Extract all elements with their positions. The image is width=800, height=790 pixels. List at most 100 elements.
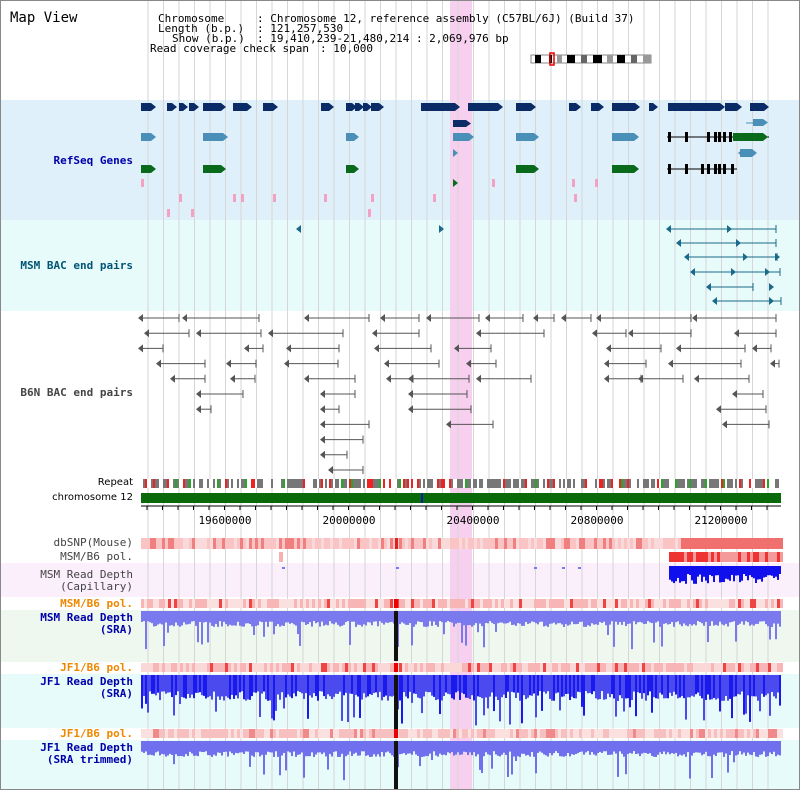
pol-mark — [450, 729, 453, 738]
depth-bar — [369, 611, 371, 623]
pol-mark — [594, 663, 597, 672]
snp-density-mark — [603, 538, 606, 549]
pol-mark — [633, 663, 636, 672]
snp-density-mark — [276, 538, 279, 549]
repeat-mark — [425, 479, 427, 488]
depth-bar — [561, 611, 563, 625]
dbsnp-track-label[interactable]: dbSNP(Mouse) — [53, 536, 133, 549]
depth-bar — [449, 675, 451, 695]
depth-bar — [637, 611, 639, 623]
pol-mark — [498, 729, 501, 738]
depth-bar — [325, 611, 327, 625]
msm-b6-pol-label-1[interactable]: MSM/B6 pol. — [60, 550, 133, 563]
snp-density-mark — [606, 538, 609, 549]
jf1-depth-trim-label[interactable]: JF1 Read Depth (SRA trimmed) — [40, 742, 133, 766]
pol-mark — [564, 729, 567, 738]
repeat-mark — [535, 479, 537, 488]
snp-density-mark — [312, 538, 315, 549]
repeat-mark — [561, 479, 563, 488]
depth-bar — [405, 611, 407, 625]
repeat-mark — [495, 479, 497, 488]
repeat-mark — [173, 479, 175, 488]
depth-bar — [207, 675, 209, 698]
depth-bar — [427, 675, 429, 693]
gene-small-feature — [574, 194, 577, 202]
repeat-mark — [361, 479, 363, 488]
depth-bar — [491, 675, 493, 693]
depth-bar — [371, 611, 373, 626]
depth-bar — [731, 675, 733, 719]
refseq-track-label[interactable]: RefSeq Genes — [53, 154, 133, 167]
depth-bar — [313, 675, 315, 694]
depth-bar — [511, 741, 513, 775]
depth-bar — [771, 675, 773, 693]
depth-spike — [394, 741, 398, 789]
bac-end — [732, 390, 737, 398]
snp-density-mark — [657, 538, 660, 549]
snp-density-mark — [618, 538, 621, 549]
gene-feature — [346, 133, 354, 141]
depth-bar — [763, 675, 765, 697]
b6n-bac-track-label[interactable]: B6N BAC end pairs — [20, 386, 133, 399]
depth-bar — [695, 741, 697, 753]
depth-bar — [779, 566, 781, 575]
pol-mark — [216, 663, 219, 672]
repeat-mark — [559, 479, 561, 488]
repeat-mark — [511, 479, 513, 488]
depth-bar — [419, 611, 421, 622]
jf1-b6-pol-label-2[interactable]: JF1/B6 pol. — [60, 727, 133, 740]
pol-mark — [489, 729, 492, 738]
snp-density-mark — [573, 538, 576, 549]
pol-mark — [573, 599, 576, 608]
depth-bar — [769, 741, 771, 753]
depth-bar — [707, 566, 709, 584]
pol-mark — [750, 552, 753, 562]
depth-bar — [199, 611, 201, 622]
snp-density-mark — [513, 538, 516, 549]
jf1-depth-sra-label[interactable]: JF1 Read Depth (SRA) — [40, 676, 133, 700]
pol-mark — [642, 729, 645, 738]
depth-bar — [173, 611, 175, 627]
depth-bar — [301, 675, 303, 694]
depth-bar — [739, 566, 741, 583]
pol-mark — [612, 599, 615, 608]
depth-bar — [587, 675, 589, 694]
depth-bar — [441, 741, 443, 755]
depth-bar — [737, 611, 739, 626]
gene-feature — [591, 103, 599, 111]
depth-bar — [771, 566, 773, 576]
depth-bar — [285, 741, 287, 771]
msm-b6-pol-label-2[interactable]: MSM/B6 pol. — [60, 597, 133, 610]
repeat-mark — [211, 479, 213, 488]
repeat-mark — [577, 479, 579, 488]
depth-bar — [161, 611, 163, 625]
repeat-mark — [557, 479, 559, 488]
msm-bac-track-label[interactable]: MSM BAC end pairs — [20, 259, 133, 272]
gene-arrow — [352, 103, 357, 111]
depth-bar — [381, 611, 383, 623]
pol-mark — [432, 729, 435, 738]
repeat-mark — [537, 479, 539, 488]
pol-mark — [288, 729, 291, 738]
depth-bar — [383, 741, 385, 757]
pol-mark — [699, 663, 702, 672]
pol-mark — [756, 599, 759, 608]
msm-depth-capillary-label[interactable]: MSM Read Depth (Capillary) — [40, 569, 133, 593]
repeat-mark — [321, 479, 323, 488]
pol-mark — [543, 599, 546, 608]
snp-density-mark — [306, 538, 309, 549]
pol-mark — [294, 663, 297, 672]
repeat-mark — [555, 479, 557, 488]
gene-arrow — [172, 103, 177, 111]
msm-depth-sra-label[interactable]: MSM Read Depth (SRA) — [40, 612, 133, 636]
depth-bar — [677, 675, 679, 699]
gene-arrow — [653, 103, 658, 111]
depth-bar — [181, 611, 183, 626]
repeat-mark — [315, 479, 317, 488]
jf1-b6-pol-label-1[interactable]: JF1/B6 pol. — [60, 661, 133, 674]
pol-mark — [348, 599, 351, 608]
pol-mark — [609, 729, 612, 738]
repeat-mark — [733, 479, 735, 488]
repeat-mark — [241, 479, 243, 488]
pol-mark — [153, 599, 156, 608]
